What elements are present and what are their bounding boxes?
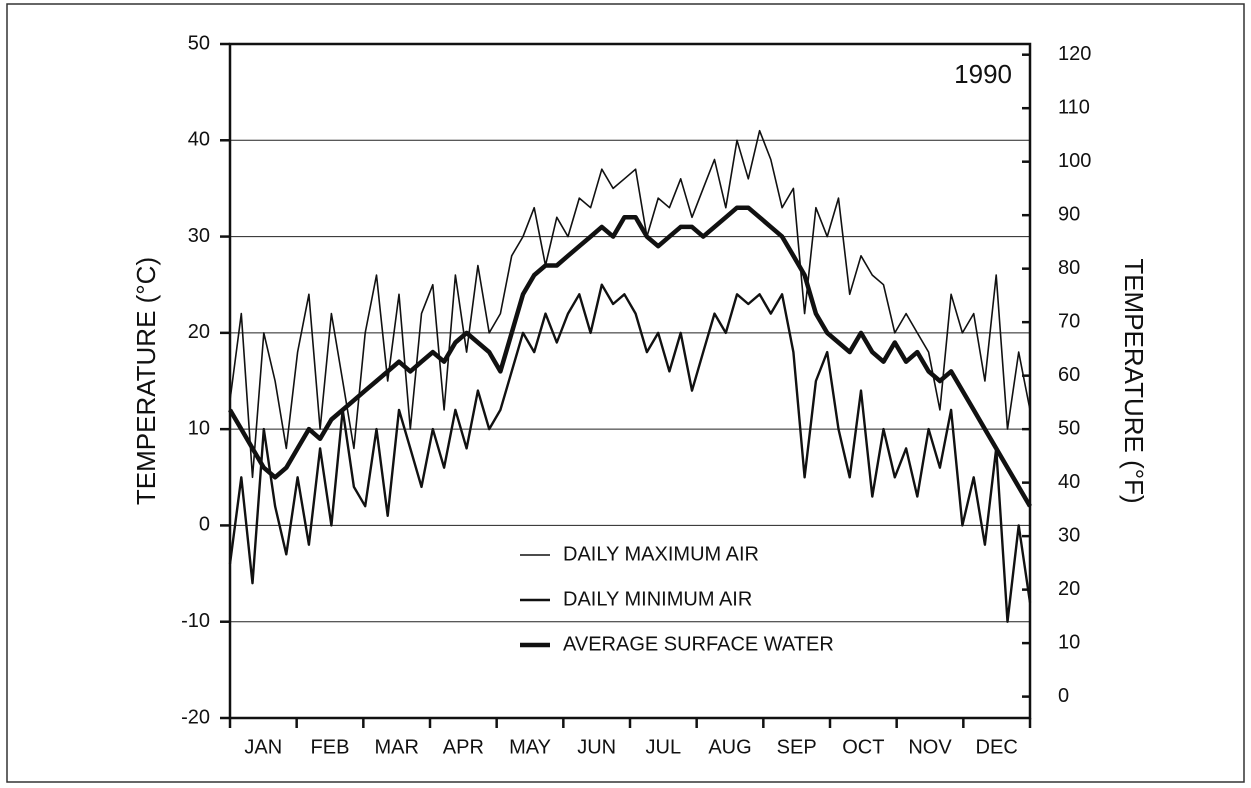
legend-label: AVERAGE SURFACE WATER	[563, 633, 834, 655]
y2-tick-label: 90	[1058, 203, 1080, 225]
y-tick-label: 30	[188, 225, 210, 247]
y-tick-label: 10	[188, 417, 210, 439]
y2-tick-label: 120	[1058, 43, 1091, 65]
frame	[6, 3, 1245, 783]
y-axis-label: TEMPERATURE (°C)	[131, 257, 161, 505]
y2-axis-label: TEMPERATURE (°F)	[1119, 258, 1149, 503]
annotation: 1990	[954, 59, 1012, 89]
y2-tick-label: 110	[1058, 96, 1090, 118]
y2-tick-label: 40	[1058, 471, 1080, 493]
data-line	[228, 283, 1032, 623]
y-tick-label: 0	[199, 514, 210, 536]
x-tick-label: JUN	[577, 736, 616, 758]
y2-tick-label: 10	[1058, 631, 1080, 653]
y-tick-label: -20	[181, 706, 210, 728]
y2-tick-label: 50	[1058, 417, 1080, 439]
legend-label: DAILY MAXIMUM AIR	[563, 543, 759, 565]
legend-label: DAILY MINIMUM AIR	[563, 588, 752, 610]
x-tick-label: DEC	[976, 736, 1018, 758]
data-line	[229, 129, 1031, 479]
plot-frame	[228, 42, 1032, 720]
x-tick-label: OCT	[842, 736, 884, 758]
x-tick-label: MAY	[509, 736, 551, 758]
x-tick-label: NOV	[908, 736, 952, 758]
data-line	[228, 205, 1032, 508]
y2-tick-label: 20	[1058, 578, 1080, 600]
x-tick-label: MAR	[374, 736, 418, 758]
y-tick-label: 40	[188, 129, 210, 151]
y-tick-label: -10	[181, 610, 210, 632]
y2-tick-label: 30	[1058, 524, 1080, 546]
y2-tick-label: 60	[1058, 364, 1080, 386]
y2-tick-label: 0	[1058, 685, 1069, 707]
x-tick-label: JAN	[244, 736, 282, 758]
x-tick-label: SEP	[777, 736, 817, 758]
y-tick-label: 20	[188, 321, 210, 343]
y2-tick-label: 70	[1058, 310, 1080, 332]
x-tick-label: APR	[443, 736, 484, 758]
x-tick-label: FEB	[311, 736, 350, 758]
y2-tick-label: 100	[1058, 150, 1091, 172]
y-tick-label: 50	[188, 32, 210, 54]
x-tick-label: JUL	[646, 736, 682, 758]
x-tick-label: AUG	[708, 736, 751, 758]
y2-tick-label: 80	[1058, 257, 1080, 279]
